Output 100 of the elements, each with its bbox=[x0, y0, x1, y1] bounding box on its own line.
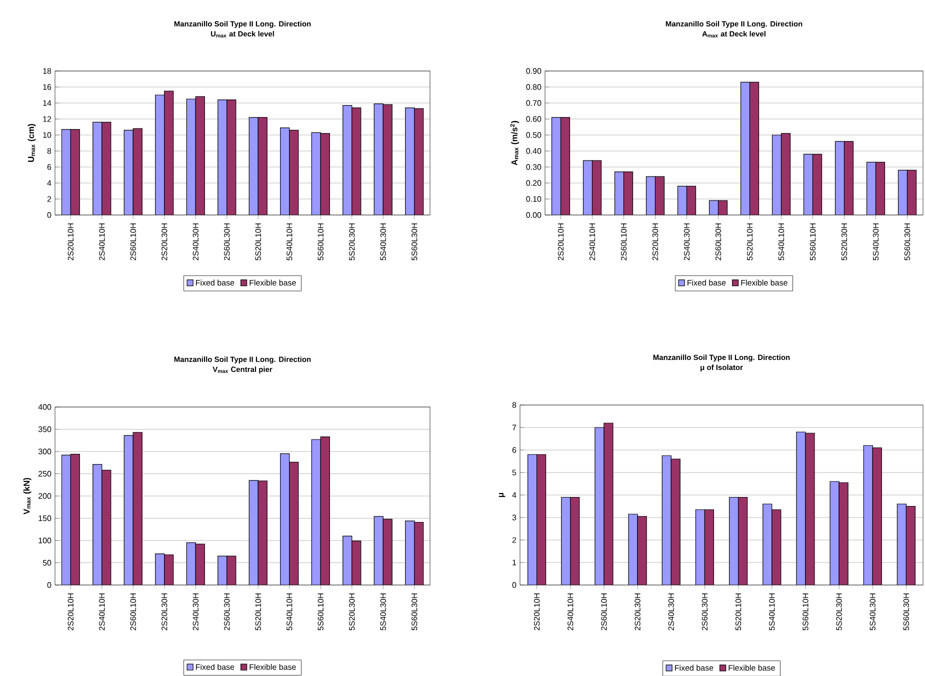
bar bbox=[875, 162, 886, 215]
bar bbox=[614, 171, 624, 215]
y-tick-label: 0.60 bbox=[526, 116, 542, 122]
legend-label: Flexible base bbox=[741, 280, 788, 286]
x-tick-label: 5S60L30H bbox=[412, 593, 418, 630]
bar bbox=[570, 496, 580, 585]
bar bbox=[536, 454, 546, 585]
bar bbox=[560, 116, 570, 215]
bar bbox=[551, 116, 562, 215]
bar bbox=[863, 445, 873, 585]
x-tick-label: 2S40L10H bbox=[99, 593, 105, 630]
bar bbox=[342, 536, 352, 585]
legend-label: Fixed base bbox=[675, 664, 714, 671]
x-tick-label: 5S40L10H bbox=[769, 593, 775, 630]
y-axis-title: U$_{max}$ (cm) bbox=[28, 124, 36, 162]
y-tick-label: 0.50 bbox=[526, 132, 542, 138]
bar bbox=[623, 171, 634, 215]
y-tick-label: 350 bbox=[38, 426, 52, 432]
x-tick-label: 5S60L30H bbox=[903, 593, 910, 630]
bar bbox=[186, 542, 196, 585]
bar bbox=[762, 504, 772, 585]
bar bbox=[582, 160, 593, 215]
bar bbox=[654, 176, 665, 215]
bar bbox=[226, 99, 236, 215]
x-tick-label: 2S60L30H bbox=[702, 593, 708, 630]
y-tick-label: 1 bbox=[512, 560, 516, 566]
y-tick-label: 4 bbox=[512, 492, 516, 498]
y-tick-label: 0.00 bbox=[526, 212, 542, 218]
y-axis-title: μ bbox=[498, 492, 506, 497]
bar bbox=[704, 509, 714, 585]
x-tick-label: 2S40L10H bbox=[589, 223, 596, 260]
y-tick-label: 10 bbox=[43, 132, 52, 138]
bar bbox=[906, 170, 917, 215]
x-tick-label: 5S60L30H bbox=[412, 223, 418, 260]
x-tick-label: 5S20L10H bbox=[255, 593, 261, 630]
x-tick-label: 5S40L30H bbox=[872, 223, 879, 260]
x-tick-label: 5S40L10H bbox=[286, 593, 292, 630]
y-tick-label: 0.80 bbox=[526, 84, 542, 90]
bar bbox=[102, 470, 112, 585]
x-tick-label: 5S60L10H bbox=[318, 223, 324, 260]
bar bbox=[772, 509, 782, 585]
y-tick-label: 0.20 bbox=[526, 180, 542, 186]
x-tick-label: 5S40L10H bbox=[778, 223, 784, 260]
bar bbox=[382, 518, 392, 585]
bar bbox=[729, 496, 739, 585]
bar bbox=[646, 176, 656, 215]
x-tick-label: 2S40L30H bbox=[684, 223, 690, 260]
x-tick-label: 2S40L10H bbox=[568, 593, 574, 630]
bar bbox=[320, 436, 330, 585]
y-tick-label: 4 bbox=[47, 180, 52, 186]
bar bbox=[195, 544, 205, 585]
bar bbox=[62, 129, 71, 215]
bar bbox=[780, 132, 791, 215]
y-tick-label: 200 bbox=[38, 493, 52, 499]
bar bbox=[662, 455, 672, 585]
y-tick-label: 0 bbox=[47, 212, 52, 218]
bar bbox=[405, 107, 415, 215]
x-tick-label: 5S40L10H bbox=[286, 223, 292, 260]
bar bbox=[906, 506, 916, 585]
bar bbox=[92, 464, 102, 585]
x-tick-label: 2S20L30H bbox=[162, 223, 168, 260]
bar bbox=[195, 96, 205, 215]
bar bbox=[803, 154, 814, 215]
bar bbox=[866, 162, 876, 215]
bar bbox=[414, 108, 424, 215]
y-tick-label: 100 bbox=[38, 538, 52, 544]
legend-label: Fixed base bbox=[196, 280, 234, 286]
bar bbox=[132, 432, 142, 585]
bar bbox=[750, 82, 759, 215]
x-tick-label: 2S60L10H bbox=[130, 223, 136, 260]
bar bbox=[218, 556, 228, 585]
bar bbox=[738, 496, 748, 585]
y-tick-label: 400 bbox=[38, 404, 52, 410]
bar bbox=[132, 128, 142, 215]
x-tick-label: 2S20L10H bbox=[68, 593, 74, 630]
bar bbox=[280, 127, 290, 215]
bar bbox=[592, 160, 602, 215]
bar bbox=[670, 458, 680, 585]
bar bbox=[812, 154, 822, 215]
bar bbox=[289, 462, 299, 585]
y-tick-label: 8 bbox=[512, 402, 516, 408]
x-tick-label: 5S40L30H bbox=[870, 593, 876, 630]
y-tick-label: 150 bbox=[38, 515, 52, 521]
y-tick-label: 250 bbox=[38, 470, 52, 476]
bar bbox=[405, 520, 415, 585]
x-tick-label: 2S20L10H bbox=[558, 223, 564, 260]
bar bbox=[258, 480, 268, 585]
x-tick-label: 5S20L10H bbox=[255, 223, 261, 260]
bar bbox=[834, 140, 845, 215]
x-tick-label: 5S60L10H bbox=[802, 593, 808, 630]
bar bbox=[155, 94, 165, 215]
bar bbox=[70, 129, 80, 215]
y-tick-label: 0.90 bbox=[526, 68, 542, 74]
x-tick-label: 2S40L30H bbox=[192, 223, 198, 260]
bar bbox=[844, 140, 854, 215]
bar bbox=[686, 186, 696, 215]
x-tick-label: 5S20L10H bbox=[735, 593, 742, 630]
bar bbox=[311, 439, 321, 585]
legend-label: Fixed base bbox=[196, 664, 234, 670]
bar bbox=[102, 122, 112, 215]
